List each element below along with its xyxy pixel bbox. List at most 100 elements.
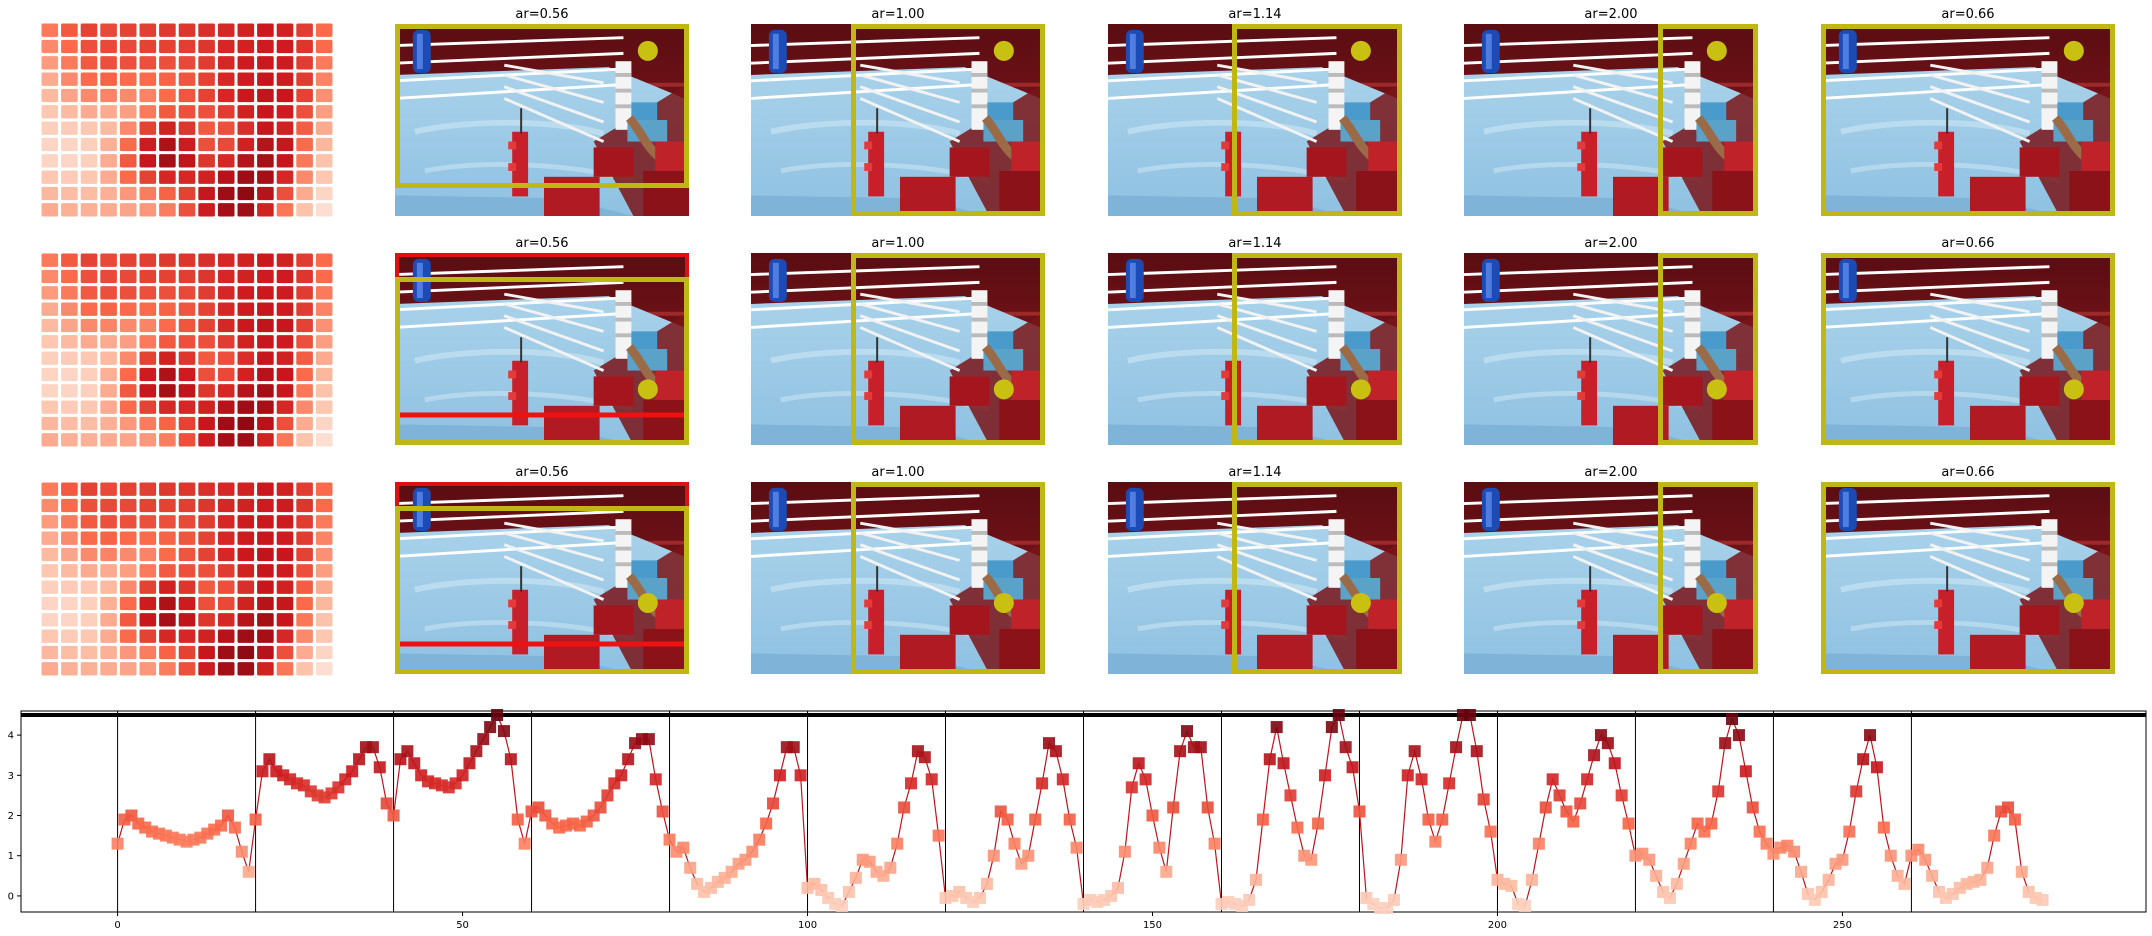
- heatmap-cell: [178, 433, 196, 447]
- heatmap-cell: [159, 416, 176, 431]
- heatmap-cell: [257, 121, 274, 135]
- heatmap-cell: [139, 416, 157, 431]
- heatmap-cell: [61, 580, 78, 594]
- heatmap-cell: [41, 498, 59, 513]
- heatmap-cell: [61, 56, 78, 70]
- data-point: [1581, 773, 1594, 786]
- heatmap-cell: [178, 253, 196, 267]
- heatmap-cell: [198, 302, 215, 316]
- heatmap-cell: [178, 170, 196, 184]
- heatmap-cell: [296, 531, 313, 545]
- yellow-crop-box: [1232, 253, 1402, 445]
- heatmap-cell: [217, 629, 235, 643]
- heatmap-cell: [315, 482, 333, 496]
- heatmap-cell: [217, 88, 235, 103]
- heatmap-cell: [315, 137, 333, 152]
- heatmap-cell: [217, 105, 235, 119]
- data-point: [518, 837, 531, 850]
- heatmap-cell: [315, 302, 333, 316]
- heatmap-cell: [178, 613, 196, 627]
- heatmap-cell: [198, 203, 215, 217]
- heatmap-cell: [80, 154, 98, 168]
- heatmap-cell: [100, 400, 117, 414]
- heatmap-cell: [237, 286, 255, 300]
- heatmap-cell: [41, 547, 59, 562]
- focus-point: [1350, 40, 1371, 61]
- heatmap-cell: [315, 662, 333, 676]
- heatmap-cell: [257, 645, 274, 660]
- yellow-crop-box: [851, 24, 1045, 216]
- heatmap-cell: [257, 662, 274, 676]
- heatmap-cell: [276, 137, 294, 152]
- heatmap-cell: [139, 580, 157, 594]
- heatmap-cell: [139, 335, 157, 349]
- data-point: [1429, 835, 1442, 848]
- heatmap-cell: [100, 137, 117, 152]
- panel-title: ar=1.14: [1228, 7, 1281, 22]
- data-point: [353, 753, 366, 766]
- data-point: [1450, 741, 1463, 754]
- yellow-crop-box: [1658, 482, 1758, 674]
- heatmap-cell: [296, 498, 313, 513]
- heatmap-cell: [139, 56, 157, 70]
- heatmap-cell: [80, 547, 98, 562]
- data-point: [1974, 873, 1987, 886]
- heatmap-cell: [178, 564, 196, 578]
- heatmap-cell: [237, 613, 255, 627]
- heatmap-cell: [61, 613, 78, 627]
- heatmap-cell: [159, 596, 176, 611]
- data-point: [980, 877, 993, 890]
- data-point: [1332, 709, 1345, 722]
- heatmap-cell: [276, 335, 294, 349]
- heatmap-cell: [257, 253, 274, 267]
- yellow-crop-box: [395, 277, 689, 445]
- data-point: [1394, 853, 1407, 866]
- heatmap-cell: [315, 335, 333, 349]
- heatmap-cell: [198, 580, 215, 594]
- data-point: [1401, 769, 1414, 782]
- heatmap-cell: [80, 351, 98, 365]
- data-point: [1063, 813, 1076, 826]
- data-point: [497, 725, 510, 738]
- focus-point: [993, 379, 1014, 400]
- boxing-ring-photo: [1464, 253, 1758, 445]
- heatmap-cell: [80, 302, 98, 316]
- heatmap-cell: [237, 531, 255, 545]
- heatmap-cell: [100, 662, 117, 676]
- heatmap-cell: [41, 72, 59, 86]
- data-point: [221, 809, 234, 822]
- heatmap-cell: [61, 400, 78, 414]
- heatmap-cell: [159, 154, 176, 168]
- heatmap-cell: [80, 186, 98, 201]
- heatmap-cell: [237, 170, 255, 184]
- data-point: [1180, 725, 1193, 738]
- heatmap-cell: [80, 515, 98, 529]
- heatmap-cell: [198, 318, 215, 333]
- data-point: [656, 805, 669, 818]
- heatmap-cell: [100, 23, 117, 37]
- heatmap-cell: [159, 580, 176, 594]
- heatmap-cell: [80, 531, 98, 545]
- heatmap-cell: [315, 645, 333, 660]
- heatmap-cell: [198, 105, 215, 119]
- data-point: [1898, 877, 1911, 890]
- heatmap-cell: [100, 56, 117, 70]
- heatmap-cell: [41, 186, 59, 201]
- data-point: [1912, 843, 1925, 856]
- heatmap-cell: [296, 547, 313, 562]
- heatmap-cell: [159, 384, 176, 398]
- heatmap-cell: [257, 596, 274, 611]
- data-point: [773, 769, 786, 782]
- data-point: [925, 773, 938, 786]
- data-point: [477, 733, 490, 746]
- heatmap-cell: [178, 482, 196, 496]
- heatmap-cell: [198, 23, 215, 37]
- boxing-ring-photo: [1108, 482, 1402, 674]
- heatmap-cell: [315, 72, 333, 86]
- heatmap-cell: [41, 318, 59, 333]
- heatmap-cell: [217, 564, 235, 578]
- heatmap-cell: [80, 662, 98, 676]
- heatmap-cell: [296, 286, 313, 300]
- heatmap-cell: [276, 580, 294, 594]
- heatmap-cell: [198, 335, 215, 349]
